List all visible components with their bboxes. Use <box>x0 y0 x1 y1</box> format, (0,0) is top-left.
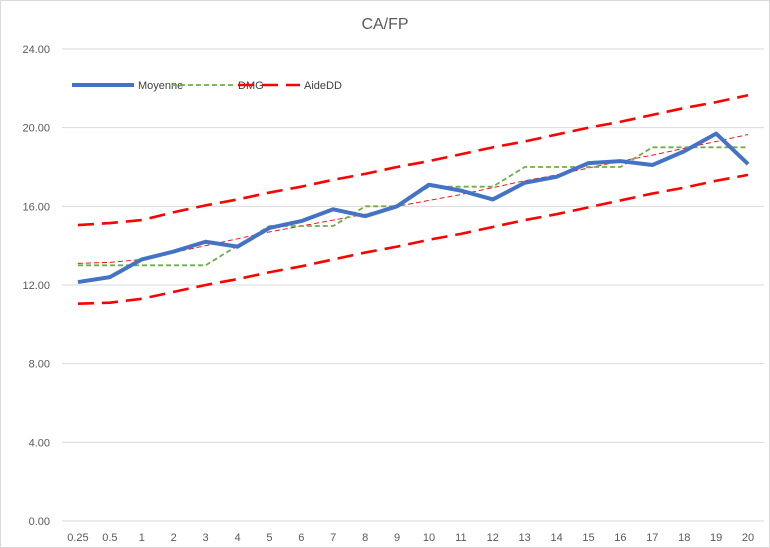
x-tick-label: 20 <box>742 532 754 544</box>
y-tick-label: 0.00 <box>29 516 50 528</box>
x-tick-label: 9 <box>394 532 400 544</box>
y-tick-label: 8.00 <box>29 359 50 371</box>
series-line-aidedd-lower <box>77 173 749 305</box>
y-axis-ticks: 0.00 4.00 8.00 12.00 16.00 20.00 24.00 <box>22 44 50 528</box>
x-tick-label: 11 <box>455 532 466 544</box>
x-tick-label: 16 <box>614 532 626 544</box>
x-tick-label: 7 <box>330 532 336 544</box>
series-line-moyenne <box>77 131 750 285</box>
x-tick-label: 15 <box>582 532 594 544</box>
x-tick-label: 8 <box>362 532 368 544</box>
x-tick-label: 17 <box>646 532 658 544</box>
chart-title: CA/FP <box>361 16 408 33</box>
y-tick-label: 4.00 <box>29 437 50 449</box>
y-tick-label: 16.00 <box>22 201 50 213</box>
x-tick-label: 6 <box>298 532 304 544</box>
x-tick-label: 0.5 <box>102 532 117 544</box>
legend-label: Moyenne <box>138 80 183 92</box>
y-tick-label: 24.00 <box>22 44 50 56</box>
x-tick-label: 14 <box>550 532 562 544</box>
y-tick-label: 12.00 <box>22 280 50 292</box>
x-tick-label: 10 <box>423 532 435 544</box>
x-tick-label: 1 <box>139 532 145 544</box>
y-tick-label: 20.00 <box>22 123 50 135</box>
x-tick-label: 2 <box>171 532 177 544</box>
series-line-aidedd-upper <box>77 93 749 227</box>
x-tick-label: 0.25 <box>67 532 88 544</box>
x-tick-label: 19 <box>710 532 722 544</box>
legend-label: AideDD <box>304 80 342 92</box>
x-tick-label: 13 <box>519 532 531 544</box>
x-axis-ticks: 0.25 0.5 1 2 3 4 5 6 7 8 9 10 11 12 13 14 15 16 17 18 19 20 <box>67 532 754 544</box>
x-tick-label: 12 <box>487 532 499 544</box>
legend: MoyenneDMGAideDD <box>72 80 342 92</box>
x-tick-label: 18 <box>678 532 690 544</box>
gridlines <box>62 48 764 522</box>
x-tick-label: 5 <box>266 532 272 544</box>
x-tick-label: 4 <box>234 532 240 544</box>
x-tick-label: 3 <box>203 532 209 544</box>
series-layer <box>77 93 750 305</box>
